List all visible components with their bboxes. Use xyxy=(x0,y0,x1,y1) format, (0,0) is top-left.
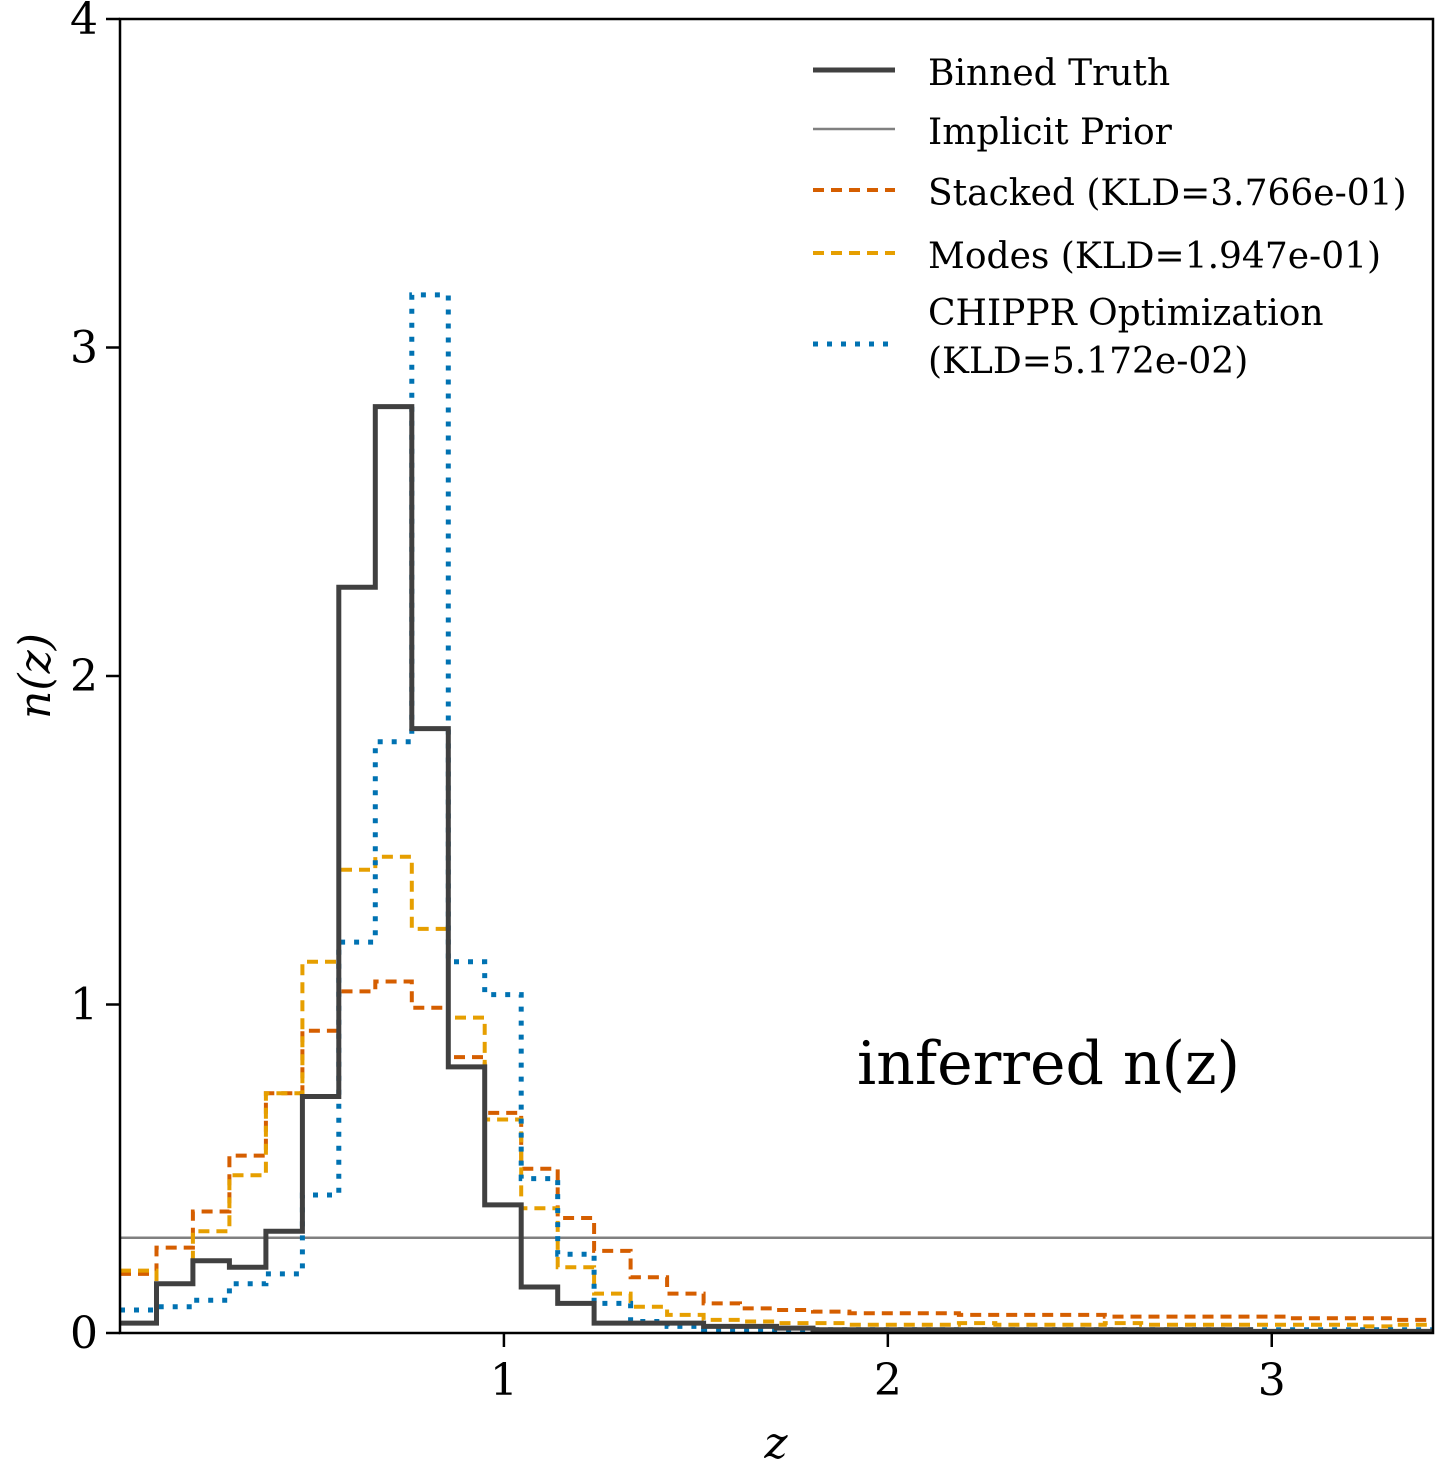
x-tick-label: 1 xyxy=(490,1355,518,1406)
y-tick-label: 1 xyxy=(70,980,98,1031)
chart-annotation: inferred n(z) xyxy=(857,1029,1240,1099)
legend-label-0: Binned Truth xyxy=(928,53,1170,94)
y-axis-label: n(z) xyxy=(10,633,61,719)
legend-label-1: Implicit Prior xyxy=(928,112,1173,153)
legend: Binned Truth Implicit Prior Stacked (KLD=3… xyxy=(813,53,1407,382)
series-layer xyxy=(120,292,1433,1334)
y-tick-label: 4 xyxy=(70,0,98,45)
x-tick-label: 2 xyxy=(874,1355,902,1406)
series-line-0 xyxy=(120,404,1433,1334)
y-tick-label: 3 xyxy=(70,323,98,374)
series-line-3 xyxy=(120,854,1433,1329)
series-line-2 xyxy=(120,979,1433,1322)
legend-label-4: CHIPPR Optimization xyxy=(928,293,1324,334)
legend-label-4: (KLD=5.172e-02) xyxy=(928,341,1248,382)
x-axis-label: z xyxy=(763,1418,788,1469)
plot-background xyxy=(120,19,1433,1333)
y-tick-label: 2 xyxy=(70,651,98,702)
x-tick-label: 3 xyxy=(1258,1355,1286,1406)
legend-label-3: Modes (KLD=1.947e-01) xyxy=(928,236,1381,277)
y-tick-label: 0 xyxy=(70,1308,98,1359)
ticks-layer: 1 2 3 0 1 2 3 4 xyxy=(70,0,1286,1406)
legend-label-2: Stacked (KLD=3.766e-01) xyxy=(928,173,1407,214)
